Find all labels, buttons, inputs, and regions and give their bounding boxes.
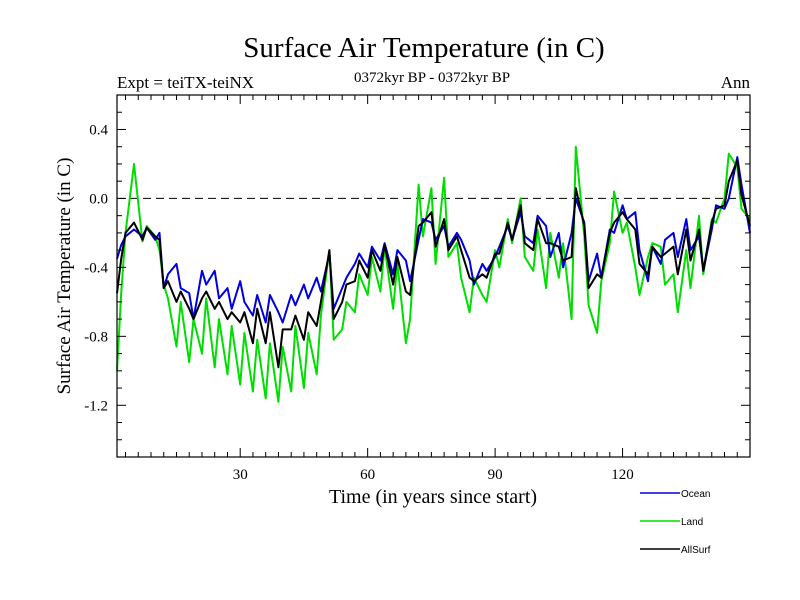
plot-area: 30 60 90 120 0.4 0.0 -0.4 -0.8 -1.2 (84, 94, 751, 483)
x-axis-label: Time (in years since start) (329, 486, 537, 508)
y-tick-label: 0.0 (89, 191, 108, 207)
y-tick-label: 0.4 (89, 122, 108, 138)
legend: Ocean Land AllSurf (640, 489, 711, 556)
series-line-allsurf (116, 159, 751, 369)
legend-label-ocean: Ocean (681, 489, 710, 500)
y-tick-label: -0.8 (84, 329, 108, 345)
season-label: Ann (721, 73, 751, 92)
x-tick-label: 90 (488, 467, 503, 483)
series-line-ocean (116, 156, 751, 324)
chart-title: Surface Air Temperature (in C) (243, 32, 604, 64)
y-axis-label: Surface Air Temperature (in C) (54, 158, 75, 395)
x-tick-label: 30 (233, 467, 248, 483)
legend-label-land: Land (681, 517, 703, 528)
legend-label-allsurf: AllSurf (681, 545, 711, 556)
experiment-label: Expt = teiTX-teiNX (117, 73, 254, 92)
y-tick-label: -1.2 (84, 398, 108, 414)
plot-frame (116, 94, 751, 458)
y-tick-label: -0.4 (84, 260, 108, 276)
period-label: 0372kyr BP - 0372kyr BP (354, 70, 510, 86)
x-tick-label: 60 (360, 467, 375, 483)
x-tick-label: 120 (611, 467, 634, 483)
series-line-land (116, 145, 751, 403)
